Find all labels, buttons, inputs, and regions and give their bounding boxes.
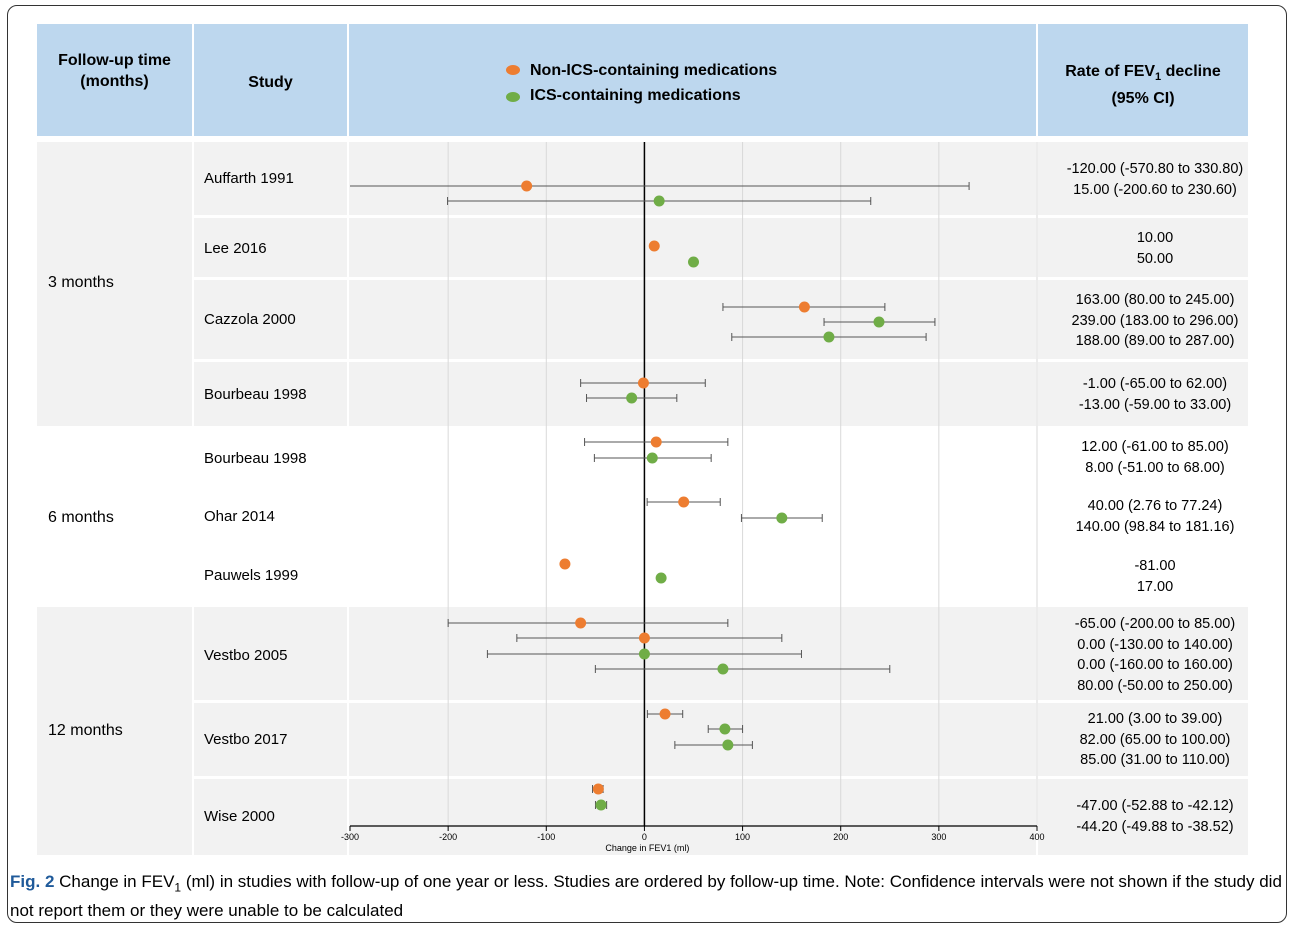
x-tick-label: 300 xyxy=(931,832,946,842)
study-label: Bourbeau 1998 xyxy=(204,450,307,467)
data-point xyxy=(659,708,671,720)
data-point xyxy=(717,663,729,675)
rate-cell: 163.00 (80.00 to 245.00) 239.00 (183.00 t… xyxy=(1071,292,1239,349)
header-study-cell xyxy=(194,24,347,136)
data-point xyxy=(638,648,650,660)
data-point xyxy=(655,572,667,584)
legend-label-ics: ICS-containing medications xyxy=(530,87,741,104)
data-point xyxy=(595,799,607,811)
group-label-6-months: 6 months xyxy=(48,509,114,526)
column-divider xyxy=(347,142,349,855)
x-tick-label: -200 xyxy=(439,832,457,842)
legend-marker-non-ics xyxy=(506,65,520,75)
x-axis-label: Change in FEV1 (ml) xyxy=(605,843,689,853)
rate-cell: 10.00 50.00 xyxy=(1136,230,1174,267)
data-point xyxy=(823,331,835,343)
row-divider xyxy=(194,545,1248,548)
data-point xyxy=(559,558,571,570)
header-study-label: Study xyxy=(248,74,293,91)
data-point xyxy=(521,180,533,192)
rate-cell: 21.00 (3.00 to 39.00) 82.00 (65.00 to 100… xyxy=(1079,711,1231,768)
data-point xyxy=(688,256,699,268)
row-divider xyxy=(194,277,1248,280)
figure-frame xyxy=(7,5,1287,923)
study-label: Vestbo 2005 xyxy=(204,647,288,664)
study-label: Lee 2016 xyxy=(204,240,267,257)
study-label: Bourbeau 1998 xyxy=(204,386,307,403)
study-label: Ohar 2014 xyxy=(204,508,275,525)
data-point xyxy=(650,436,662,448)
study-label: Wise 2000 xyxy=(204,808,275,825)
column-divider xyxy=(192,142,194,855)
row-divider xyxy=(194,215,1248,218)
legend-marker-ics xyxy=(506,92,520,102)
header-rate-cell xyxy=(1038,24,1248,136)
rate-cell: -47.00 (-52.88 to -42.12) -44.20 (-49.88 … xyxy=(1076,798,1234,835)
figure-caption: Fig. 2 Change in FEV1 (ml) in studies wi… xyxy=(10,872,1282,921)
header-rate-label: Rate of FEV1 decline (95% CI) xyxy=(1065,63,1221,108)
data-point xyxy=(678,496,690,508)
study-label: Cazzola 2000 xyxy=(204,311,296,328)
data-point xyxy=(776,512,788,524)
header-legend-cell xyxy=(349,24,1036,136)
data-point xyxy=(646,452,658,464)
data-point xyxy=(637,377,649,389)
row-divider xyxy=(194,776,1248,779)
data-point xyxy=(626,392,638,404)
group-label-12-months: 12 months xyxy=(48,722,123,739)
row-divider xyxy=(194,700,1248,703)
rate-cell: 12.00 (-61.00 to 85.00) 8.00 (-51.00 to 6… xyxy=(1081,439,1229,476)
study-label: Pauwels 1999 xyxy=(204,567,299,584)
data-point xyxy=(653,195,665,207)
data-point xyxy=(648,240,660,252)
rate-cell: -65.00 (-200.00 to 85.00) 0.00 (-130.00 t… xyxy=(1074,616,1236,694)
x-tick-label: 200 xyxy=(833,832,848,842)
x-tick-label: -300 xyxy=(341,832,359,842)
group-band-12-months xyxy=(37,607,1248,855)
data-point xyxy=(873,316,885,328)
study-label: Auffarth 1991 xyxy=(204,170,294,187)
row-divider xyxy=(194,359,1248,362)
data-point xyxy=(638,632,650,644)
x-tick-label: 0 xyxy=(642,832,647,842)
row-divider xyxy=(194,490,1248,493)
header-followup-label: Follow-up time (months) xyxy=(58,52,171,90)
data-point xyxy=(722,739,734,751)
data-point xyxy=(719,723,731,735)
header-followup-cell xyxy=(37,24,192,136)
rate-cell: -120.00 (-570.80 to 330.80) 15.00 (-200.6… xyxy=(1066,161,1244,198)
rate-cell: 40.00 (2.76 to 77.24) 140.00 (98.84 to 18… xyxy=(1075,498,1235,535)
rate-cell: -1.00 (-65.00 to 62.00) -13.00 (-59.00 to… xyxy=(1078,376,1232,413)
legend-label-non-ics: Non-ICS-containing medications xyxy=(530,62,778,79)
rate-cell: -81.00 17.00 xyxy=(1134,558,1176,595)
x-tick-label: 400 xyxy=(1029,832,1044,842)
data-point xyxy=(575,617,587,629)
data-point xyxy=(798,301,810,313)
study-label: Vestbo 2017 xyxy=(204,731,288,748)
x-tick-label: 100 xyxy=(735,832,750,842)
x-tick-label: -100 xyxy=(537,832,555,842)
data-point xyxy=(592,783,604,795)
group-label-3-months: 3 months xyxy=(48,274,114,291)
